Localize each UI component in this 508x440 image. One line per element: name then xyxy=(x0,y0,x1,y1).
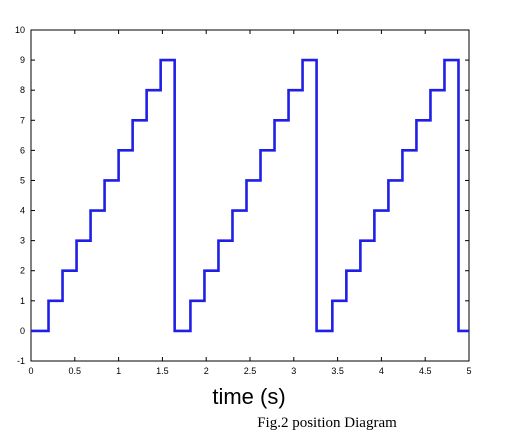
x-tick-label: 1.5 xyxy=(156,366,169,376)
x-tick-label: 0.5 xyxy=(69,366,82,376)
y-tick-label: 1 xyxy=(20,296,25,306)
y-tick-label: 8 xyxy=(20,85,25,95)
x-tick-label: 0 xyxy=(28,366,33,376)
y-tick-label: 0 xyxy=(20,326,25,336)
y-tick-labels: -1 0 1 2 3 4 5 6 7 8 9 10 xyxy=(15,25,25,366)
y-tick-label: 3 xyxy=(20,236,25,246)
figure-caption: Fig.2 position Diagram xyxy=(257,415,397,431)
series-layer xyxy=(31,58,469,333)
x-tick-label: 2 xyxy=(204,366,209,376)
x-tick-label: 5 xyxy=(466,366,471,376)
x-tick-label: 3 xyxy=(291,366,296,376)
x-tick-label: 2.5 xyxy=(244,366,257,376)
y-tick-label: -1 xyxy=(17,356,25,366)
x-tick-label: 4.5 xyxy=(419,366,432,376)
y-tick-label: 9 xyxy=(20,55,25,65)
x-tick-label: 3.5 xyxy=(331,366,344,376)
y-tick-label: 5 xyxy=(20,175,25,185)
x-tick-label: 4 xyxy=(379,366,384,376)
x-axis-label: time (s) xyxy=(212,384,285,409)
y-tick-label: 10 xyxy=(15,25,25,35)
x-tick-labels: 0 0.5 1 1.5 2 2.5 3 3.5 4 4.5 5 xyxy=(28,366,471,376)
y-tick-label: 6 xyxy=(20,145,25,155)
y-tick-label: 7 xyxy=(20,115,25,125)
plot-area xyxy=(30,29,470,362)
x-tick-label: 1 xyxy=(116,366,121,376)
y-tick-label: 4 xyxy=(20,206,25,216)
y-tick-label: 2 xyxy=(20,266,25,276)
position-series-line xyxy=(31,58,469,333)
